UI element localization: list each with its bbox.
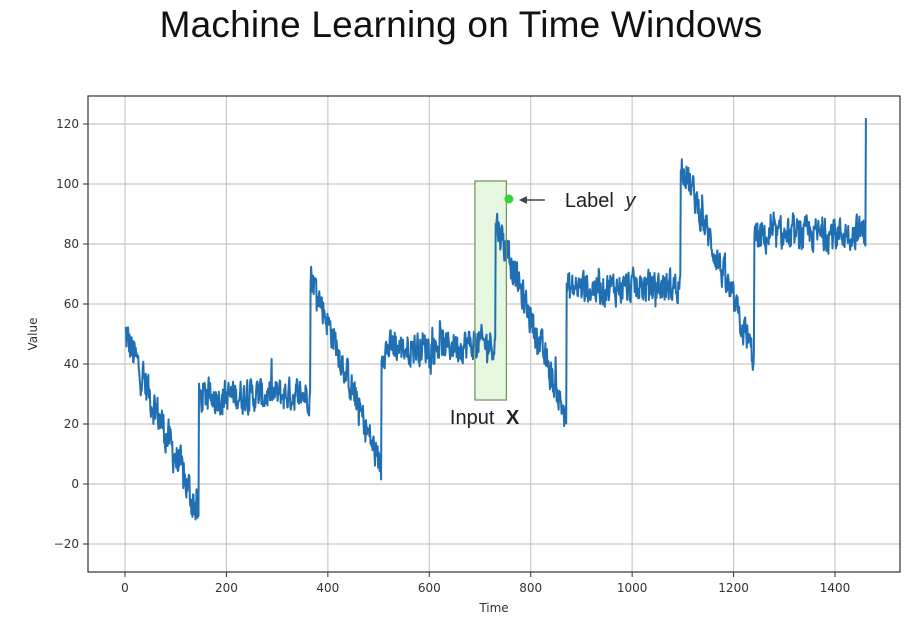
x-tick-label: 400 (316, 581, 339, 595)
y-tick-label: −20 (54, 537, 79, 551)
plot-frame (87, 95, 901, 573)
x-tick-label: 200 (215, 581, 238, 595)
input-window-box (474, 181, 507, 400)
y-tick-label: 0 (71, 477, 79, 491)
x-tick-label: 0 (121, 581, 129, 595)
y-tick-label: 80 (64, 237, 79, 251)
page-title: Machine Learning on Time Windows (159, 4, 763, 45)
input-x-text: Input X (450, 407, 520, 429)
label-y-point (504, 194, 514, 204)
x-tick-label: 800 (519, 581, 542, 595)
y-tick-label: 60 (64, 297, 79, 311)
time-series-line (124, 117, 867, 521)
input-window-border (474, 180, 507, 401)
x-axis-ticks: 0 200 400 600 800 1000 1200 1400 (121, 572, 850, 595)
y-axis-label: Value (26, 318, 40, 351)
x-tick-label: 1000 (617, 581, 648, 595)
y-tick-label: 40 (64, 357, 79, 371)
annotations: Label y Input X (450, 190, 636, 429)
y-tick-label: 120 (56, 117, 79, 131)
x-tick-label: 1200 (718, 581, 749, 595)
label-y-text: Label y (565, 190, 637, 212)
y-tick-label: 100 (56, 177, 79, 191)
y-axis-ticks: −20 0 20 40 60 80 100 120 (54, 117, 88, 551)
arrow-left-icon (518, 196, 545, 204)
y-tick-label: 20 (64, 417, 79, 431)
x-tick-label: 600 (418, 581, 441, 595)
x-axis-label: Time (478, 601, 508, 615)
x-tick-label: 1400 (820, 581, 851, 595)
